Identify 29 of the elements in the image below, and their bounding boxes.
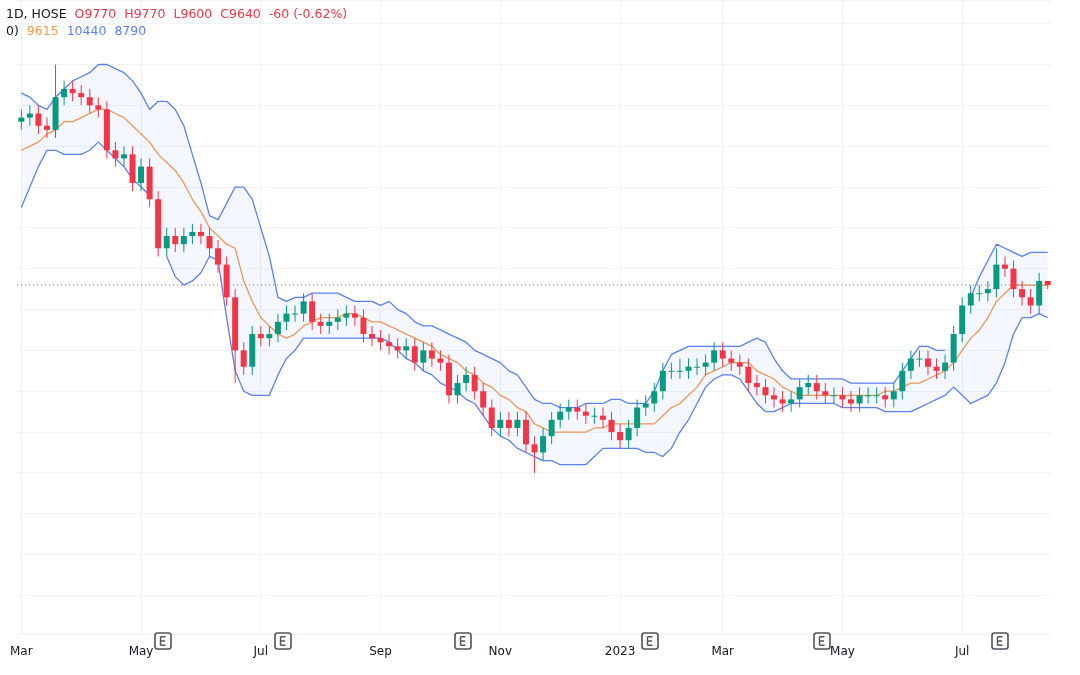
text: H9770 <box>124 6 166 21</box>
x-tick-label: May <box>128 643 154 658</box>
x-tick-label: Nov <box>488 643 513 658</box>
text: C9640 <box>220 6 261 21</box>
x-tick-label: May <box>830 643 855 658</box>
candlestick <box>694 358 701 375</box>
candlestick <box>292 305 299 322</box>
x-tick-label: Jul <box>252 643 269 658</box>
x-tick-label: Mar <box>711 643 735 658</box>
text: 10440 <box>66 23 107 38</box>
text: 0) <box>6 23 19 38</box>
candlestick <box>865 387 872 404</box>
candlestick <box>830 387 837 404</box>
candlestick <box>916 350 923 367</box>
chart-title: 1D, HOSE <box>6 6 67 21</box>
candlestick <box>668 362 675 379</box>
candlestick <box>976 285 983 302</box>
text: 8790 <box>114 23 147 38</box>
candlestick <box>591 407 598 424</box>
x-tick-label: 2023 <box>604 643 636 658</box>
x-tick-label: Mar <box>10 643 33 658</box>
text: -60 (-0.62%) <box>268 6 348 21</box>
text: L9600 <box>173 6 213 21</box>
candlestick <box>873 387 880 404</box>
x-tick-label: Jul <box>953 643 970 658</box>
x-tick-label: Sep <box>369 643 392 658</box>
text: 9615 <box>26 23 59 38</box>
candlestick <box>676 358 683 379</box>
text: O9770 <box>74 6 117 21</box>
